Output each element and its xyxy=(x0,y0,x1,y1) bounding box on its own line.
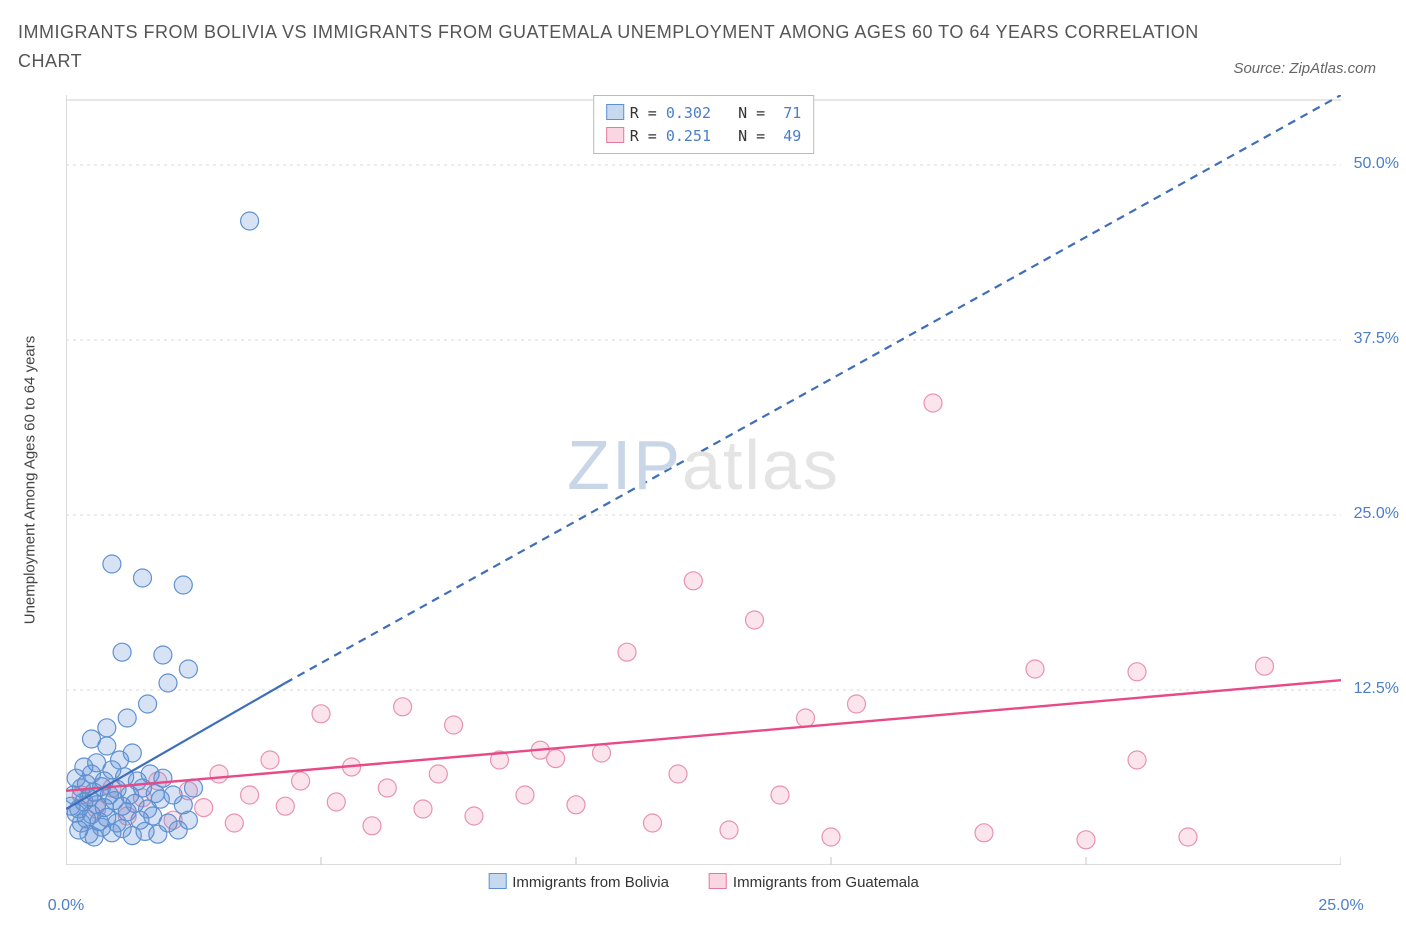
chart-title: IMMIGRANTS FROM BOLIVIA VS IMMIGRANTS FR… xyxy=(18,18,1256,76)
y-tick-label: 50.0% xyxy=(1354,155,1399,173)
legend-item: Immigrants from Guatemala xyxy=(709,873,919,891)
y-tick-label: 25.0% xyxy=(1354,505,1399,523)
series-swatch xyxy=(709,873,727,889)
stats-box: R = 0.302 N = 71 R = 0.251 N = 49 xyxy=(593,95,815,154)
y-axis-title: Unemployment Among Ages 60 to 64 years xyxy=(22,336,39,625)
stats-row: R = 0.251 N = 49 xyxy=(606,125,802,148)
x-legend: Immigrants from Bolivia Immigrants from G… xyxy=(488,873,919,891)
stats-text: R = 0.302 N = 71 xyxy=(630,104,802,122)
stats-text: R = 0.251 N = 49 xyxy=(630,127,802,145)
source-attribution: Source: ZipAtlas.com xyxy=(1233,60,1376,77)
x-tick-label: 25.0% xyxy=(1318,897,1363,915)
legend-item: Immigrants from Bolivia xyxy=(488,873,669,891)
scatter-plot-svg xyxy=(66,95,1341,865)
y-tick-label: 12.5% xyxy=(1354,680,1399,698)
legend-label: Immigrants from Guatemala xyxy=(733,874,919,891)
stats-row: R = 0.302 N = 71 xyxy=(606,102,802,125)
series-swatch xyxy=(488,873,506,889)
series-swatch xyxy=(606,104,624,120)
y-tick-label: 37.5% xyxy=(1354,330,1399,348)
legend-label: Immigrants from Bolivia xyxy=(512,874,669,891)
x-tick-label: 0.0% xyxy=(48,897,84,915)
series-swatch xyxy=(606,127,624,143)
chart-area: Unemployment Among Ages 60 to 64 years Z… xyxy=(66,95,1341,865)
